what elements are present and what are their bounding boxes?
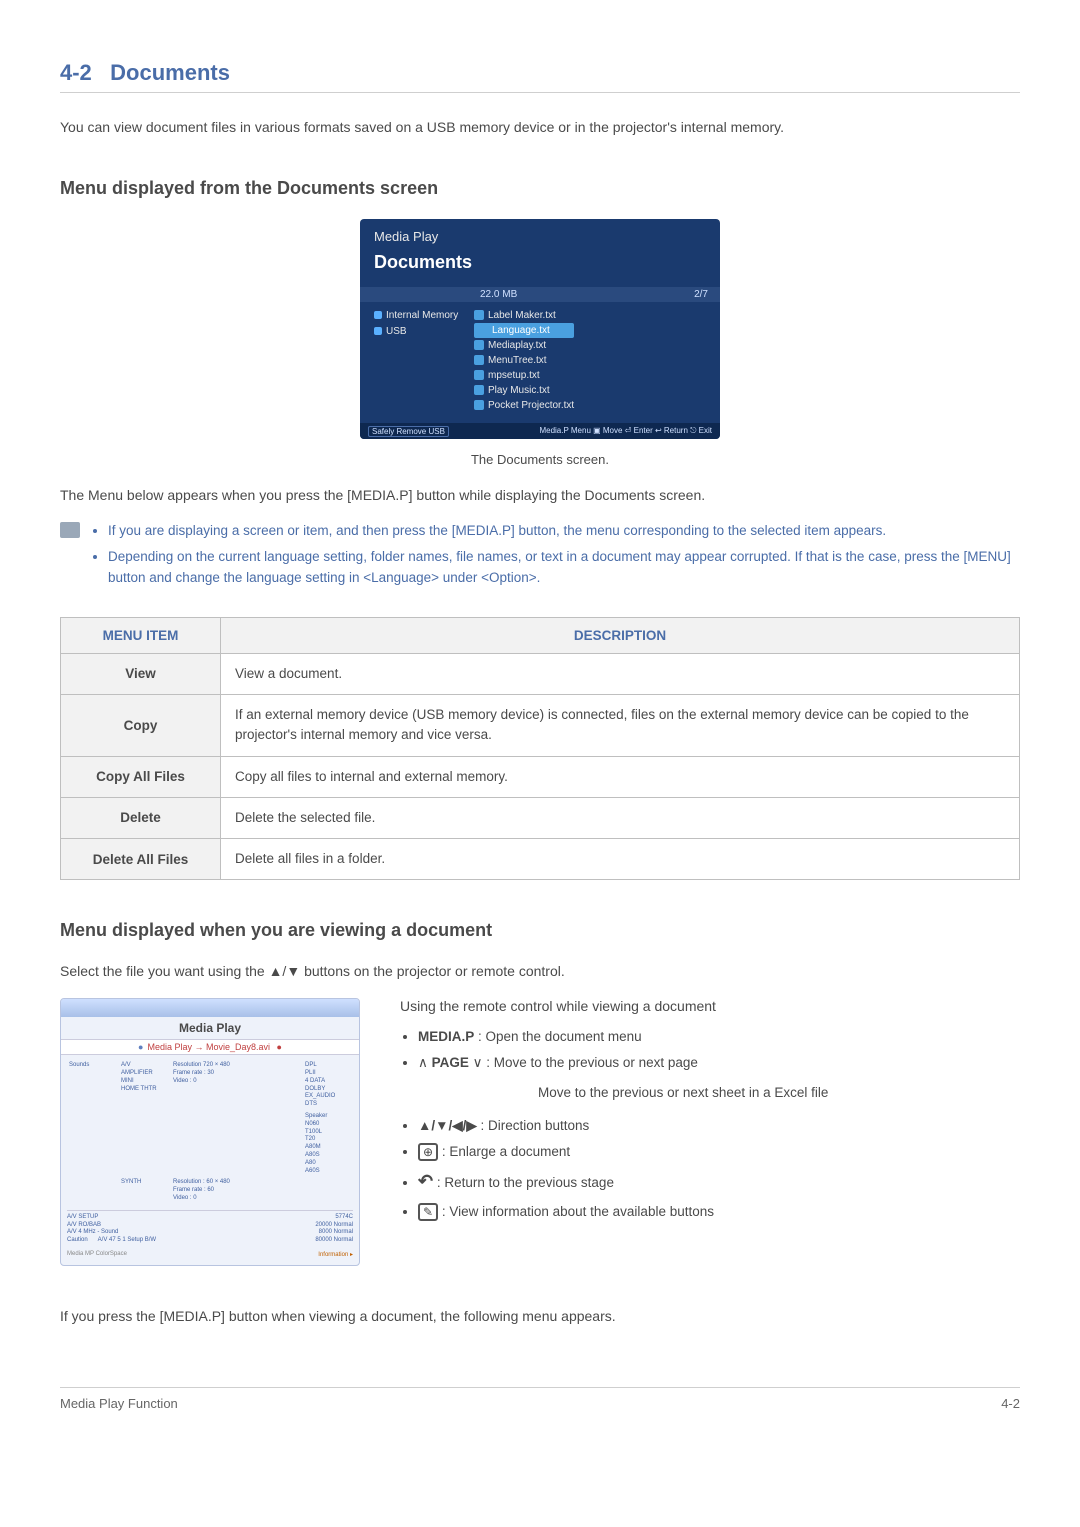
ss1-file: Pocket Projector.txt bbox=[488, 400, 574, 411]
screenshot-caption: The Documents screen. bbox=[60, 452, 1020, 467]
usb-icon bbox=[374, 327, 382, 335]
ss1-file: mpsetup.txt bbox=[488, 370, 540, 381]
info-desc: : View information about the available b… bbox=[438, 1204, 714, 1219]
return-icon: ↶ bbox=[418, 1171, 433, 1191]
para-after-screenshot: The Menu below appears when you press th… bbox=[60, 485, 1020, 506]
ss1-page: 2/7 bbox=[694, 289, 720, 300]
viewing-intro: Select the file you want using the ▲/▼ b… bbox=[60, 961, 1020, 982]
menu-item-desc: View a document. bbox=[221, 653, 1020, 694]
direction-desc: : Direction buttons bbox=[477, 1118, 590, 1133]
menu-item-label: Copy All Files bbox=[61, 756, 221, 797]
rc-item-info: ✎ : View information about the available… bbox=[418, 1199, 828, 1225]
ss1-safely-remove: Safely Remove USB bbox=[368, 426, 449, 437]
page-label: PAGE bbox=[432, 1055, 469, 1070]
file-icon bbox=[474, 400, 484, 410]
note-icon bbox=[60, 522, 80, 538]
file-icon bbox=[478, 325, 488, 335]
ss2-title: Media Play bbox=[61, 1017, 359, 1039]
footer-left: Media Play Function bbox=[60, 1396, 178, 1411]
menu-item-desc: Copy all files to internal and external … bbox=[221, 756, 1020, 797]
file-icon bbox=[474, 310, 484, 320]
rc-item-enlarge: ⊕ : Enlarge a document bbox=[418, 1139, 828, 1165]
rc-item-return: ↶ : Return to the previous stage bbox=[418, 1164, 828, 1198]
page-footer: Media Play Function 4-2 bbox=[60, 1387, 1020, 1411]
ss1-source-list: Internal Memory USB bbox=[374, 308, 474, 413]
file-icon bbox=[474, 370, 484, 380]
info-icon: ✎ bbox=[418, 1203, 438, 1221]
table-header-menu-item: MENU ITEM bbox=[61, 617, 221, 653]
screenshot-document-view: Media Play Media Play → Movie_Day8.avi S… bbox=[60, 998, 360, 1266]
menu-item-label: Delete bbox=[61, 797, 221, 838]
section-heading: 4-2 Documents bbox=[60, 60, 1020, 93]
page-sub-desc: Move to the previous or next sheet in a … bbox=[538, 1080, 828, 1106]
section-number: 4-2 bbox=[60, 60, 92, 85]
page-suffix: ∨ : bbox=[469, 1055, 490, 1070]
para-after-viewing: If you press the [MEDIA.P] button when v… bbox=[60, 1306, 1020, 1327]
screenshot-documents: Media Play Documents 22.0 MB 2/7 Interna… bbox=[360, 219, 720, 439]
ss1-file: Language.txt bbox=[492, 325, 550, 336]
ss2-breadcrumb: Media Play → Movie_Day8.avi bbox=[61, 1039, 359, 1055]
menu-item-label: Delete All Files bbox=[61, 839, 221, 880]
menu-item-label: Copy bbox=[61, 695, 221, 757]
ss1-file: Label Maker.txt bbox=[488, 310, 556, 321]
mediap-desc: : Open the document menu bbox=[474, 1029, 641, 1044]
direction-label: ▲/▼/◀/▶ bbox=[418, 1118, 477, 1133]
ss1-internal-memory: Internal Memory bbox=[386, 310, 458, 321]
screenshot-documents-wrap: Media Play Documents 22.0 MB 2/7 Interna… bbox=[60, 219, 1020, 442]
file-icon bbox=[474, 385, 484, 395]
enlarge-icon: ⊕ bbox=[418, 1143, 438, 1161]
table-row: Copy All Files Copy all files to interna… bbox=[61, 756, 1020, 797]
table-header-description: DESCRIPTION bbox=[221, 617, 1020, 653]
ss1-media-play-label: Media Play bbox=[374, 229, 706, 244]
subheading-viewing-menu: Menu displayed when you are viewing a do… bbox=[60, 920, 1020, 941]
menu-item-desc: Delete all files in a folder. bbox=[221, 839, 1020, 880]
note-item: Depending on the current language settin… bbox=[108, 546, 1020, 589]
return-desc: : Return to the previous stage bbox=[433, 1175, 614, 1190]
rc-heading: Using the remote control while viewing a… bbox=[400, 998, 828, 1014]
section-title: Documents bbox=[110, 60, 230, 85]
footer-right: 4-2 bbox=[1001, 1396, 1020, 1411]
subheading-documents-menu: Menu displayed from the Documents screen bbox=[60, 178, 1020, 199]
page-desc: Move to the previous or next page bbox=[490, 1055, 698, 1070]
memory-icon bbox=[374, 311, 382, 319]
rc-item-page: ∧ PAGE ∨ : Move to the previous or next … bbox=[418, 1050, 828, 1105]
ss1-size: 22.0 MB bbox=[480, 289, 517, 300]
page-prefix: ∧ bbox=[418, 1055, 432, 1070]
menu-item-desc: If an external memory device (USB memory… bbox=[221, 695, 1020, 757]
rc-item-mediap: MEDIA.P : Open the document menu bbox=[418, 1024, 828, 1050]
file-icon bbox=[474, 340, 484, 350]
ss1-file-list: Label Maker.txt Language.txt Mediaplay.t… bbox=[474, 308, 574, 413]
ss1-documents-label: Documents bbox=[374, 252, 706, 273]
table-row: Delete All Files Delete all files in a f… bbox=[61, 839, 1020, 880]
menu-table: MENU ITEM DESCRIPTION View View a docume… bbox=[60, 617, 1020, 881]
menu-item-label: View bbox=[61, 653, 221, 694]
table-row: Copy If an external memory device (USB m… bbox=[61, 695, 1020, 757]
ss1-file: Play Music.txt bbox=[488, 385, 550, 396]
note-block: If you are displaying a screen or item, … bbox=[60, 520, 1020, 593]
enlarge-desc: : Enlarge a document bbox=[438, 1144, 570, 1159]
rc-item-direction: ▲/▼/◀/▶ : Direction buttons bbox=[418, 1113, 828, 1139]
remote-control-instructions: Using the remote control while viewing a… bbox=[400, 998, 828, 1266]
ss1-nav-hints: Media.P Menu ▣ Move ⏎ Enter ↩ Return ⎋ E… bbox=[539, 426, 712, 435]
ss1-file: Mediaplay.txt bbox=[488, 340, 546, 351]
table-row: View View a document. bbox=[61, 653, 1020, 694]
note-item: If you are displaying a screen or item, … bbox=[108, 520, 1020, 542]
file-icon bbox=[474, 355, 484, 365]
table-row: Delete Delete the selected file. bbox=[61, 797, 1020, 838]
ss1-file: MenuTree.txt bbox=[488, 355, 547, 366]
intro-paragraph: You can view document files in various f… bbox=[60, 117, 1020, 138]
ss1-usb: USB bbox=[386, 326, 407, 337]
mediap-label: MEDIA.P bbox=[418, 1029, 474, 1044]
menu-item-desc: Delete the selected file. bbox=[221, 797, 1020, 838]
